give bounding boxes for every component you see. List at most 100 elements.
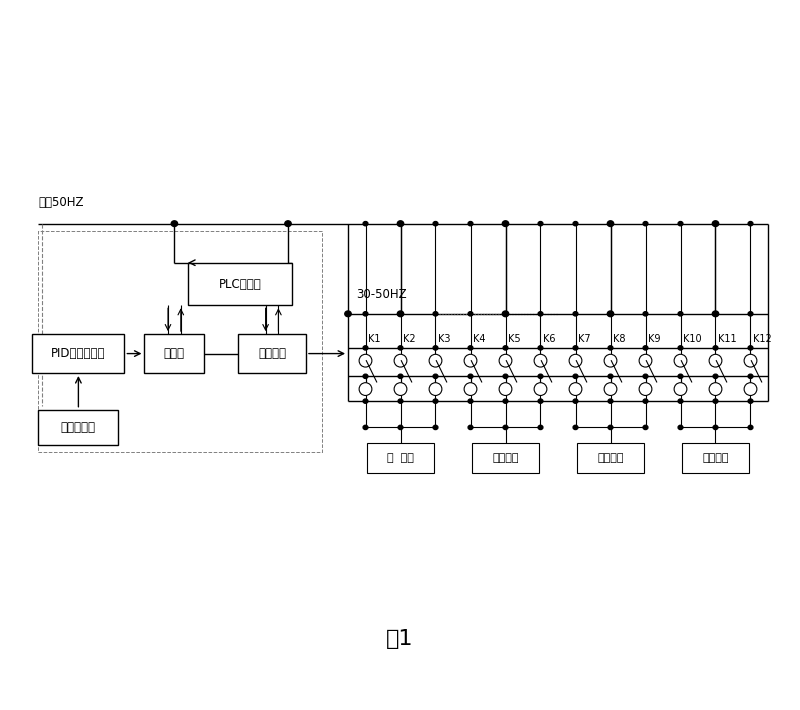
FancyBboxPatch shape [188, 263, 292, 305]
Circle shape [678, 425, 683, 430]
Ellipse shape [674, 354, 687, 367]
Circle shape [503, 425, 508, 430]
Circle shape [748, 346, 753, 350]
FancyBboxPatch shape [682, 443, 749, 473]
Ellipse shape [534, 383, 547, 395]
Circle shape [748, 399, 753, 403]
Circle shape [573, 374, 578, 378]
FancyBboxPatch shape [578, 443, 644, 473]
Text: K8: K8 [613, 334, 626, 344]
Circle shape [748, 374, 753, 378]
Circle shape [608, 312, 613, 316]
Text: PID数字调节器: PID数字调节器 [51, 347, 106, 360]
Circle shape [468, 374, 473, 378]
Circle shape [748, 312, 753, 316]
Ellipse shape [674, 383, 687, 395]
Circle shape [607, 311, 614, 317]
Circle shape [433, 374, 438, 378]
FancyBboxPatch shape [472, 443, 538, 473]
Ellipse shape [499, 383, 512, 395]
Circle shape [713, 399, 718, 403]
Ellipse shape [464, 383, 477, 395]
Ellipse shape [604, 383, 617, 395]
Text: K2: K2 [403, 334, 415, 344]
Circle shape [678, 374, 683, 378]
Ellipse shape [744, 354, 757, 367]
FancyBboxPatch shape [38, 410, 118, 445]
Circle shape [678, 346, 683, 350]
Circle shape [643, 374, 648, 378]
Ellipse shape [394, 383, 407, 395]
Ellipse shape [709, 354, 722, 367]
Text: K4: K4 [473, 334, 486, 344]
Circle shape [468, 222, 473, 226]
Circle shape [573, 222, 578, 226]
Circle shape [712, 221, 718, 226]
Text: 第四风机: 第四风机 [702, 453, 729, 463]
Text: PLC控制器: PLC控制器 [218, 278, 262, 290]
Text: 温度传感器: 温度传感器 [61, 421, 96, 434]
Circle shape [713, 222, 718, 226]
Ellipse shape [604, 354, 617, 367]
Circle shape [643, 399, 648, 403]
Circle shape [433, 346, 438, 350]
Text: 第二风机: 第二风机 [492, 453, 518, 463]
Circle shape [608, 346, 613, 350]
Ellipse shape [744, 383, 757, 395]
Ellipse shape [639, 383, 652, 395]
Text: K7: K7 [578, 334, 590, 344]
Ellipse shape [464, 354, 477, 367]
Circle shape [363, 374, 368, 378]
FancyBboxPatch shape [32, 334, 125, 373]
Circle shape [573, 312, 578, 316]
Text: 软起动器: 软起动器 [258, 347, 286, 360]
Text: K11: K11 [718, 334, 737, 344]
Circle shape [608, 374, 613, 378]
Ellipse shape [359, 354, 372, 367]
Circle shape [538, 399, 543, 403]
Circle shape [285, 221, 291, 226]
Ellipse shape [394, 354, 407, 367]
Text: K3: K3 [438, 334, 450, 344]
Circle shape [608, 399, 613, 403]
Circle shape [468, 425, 473, 430]
Circle shape [573, 399, 578, 403]
Text: K12: K12 [753, 334, 772, 344]
Circle shape [712, 311, 718, 317]
Circle shape [607, 221, 614, 226]
FancyBboxPatch shape [238, 334, 306, 373]
Ellipse shape [429, 383, 442, 395]
Circle shape [398, 311, 404, 317]
Circle shape [363, 425, 368, 430]
Ellipse shape [639, 354, 652, 367]
Circle shape [573, 346, 578, 350]
Ellipse shape [499, 354, 512, 367]
Circle shape [713, 425, 718, 430]
Circle shape [748, 222, 753, 226]
Circle shape [398, 222, 403, 226]
Circle shape [503, 399, 508, 403]
Circle shape [398, 346, 403, 350]
Circle shape [643, 222, 648, 226]
Circle shape [363, 346, 368, 350]
Circle shape [502, 221, 509, 226]
Circle shape [713, 374, 718, 378]
Circle shape [678, 399, 683, 403]
Circle shape [398, 425, 403, 430]
Text: K5: K5 [508, 334, 521, 344]
Circle shape [503, 312, 508, 316]
Text: 变频器: 变频器 [164, 347, 185, 360]
Ellipse shape [359, 383, 372, 395]
Circle shape [398, 221, 404, 226]
Circle shape [538, 346, 543, 350]
Circle shape [643, 312, 648, 316]
Circle shape [503, 374, 508, 378]
Ellipse shape [709, 383, 722, 395]
Text: K10: K10 [683, 334, 702, 344]
Circle shape [398, 399, 403, 403]
Circle shape [345, 311, 351, 317]
Text: 第  风机: 第 风机 [387, 453, 414, 463]
Text: 工频50HZ: 工频50HZ [38, 197, 84, 209]
Circle shape [713, 346, 718, 350]
Circle shape [748, 425, 753, 430]
